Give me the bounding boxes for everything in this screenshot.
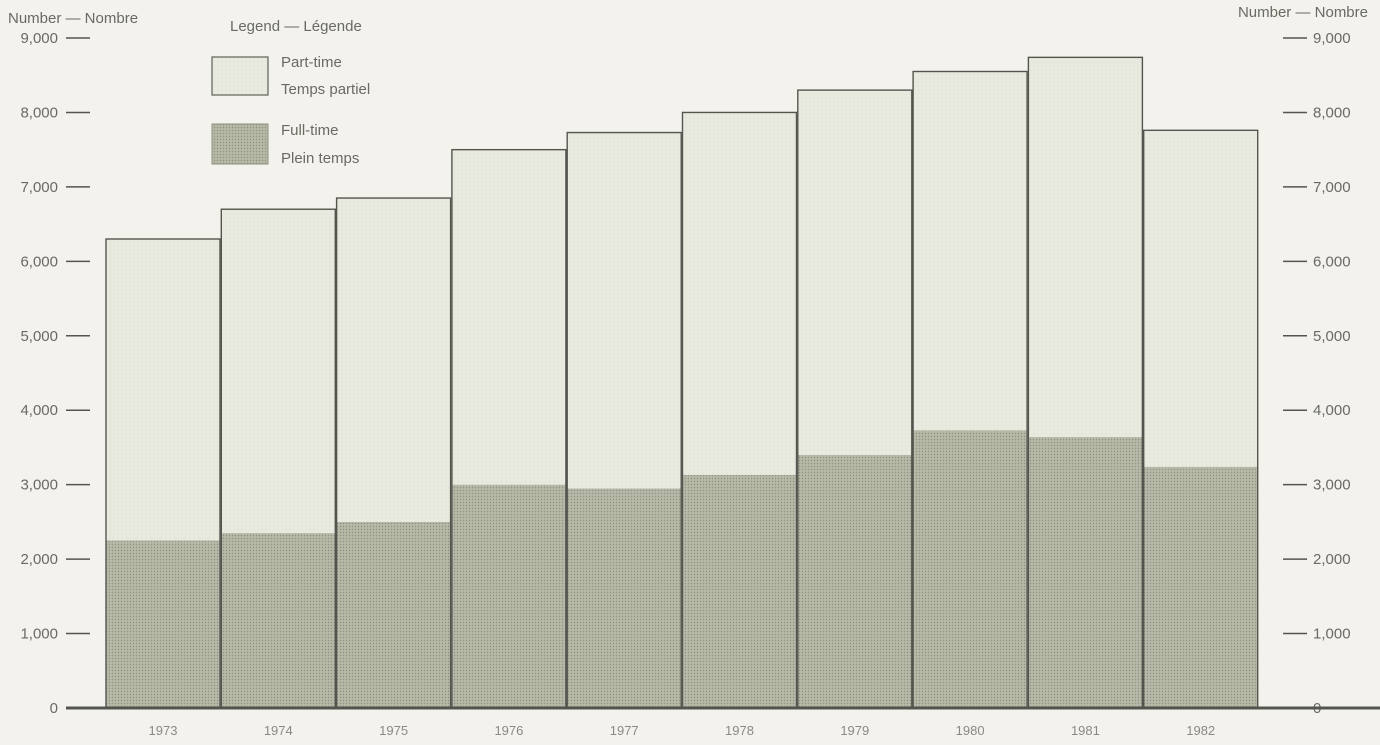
y-tick-label-right: 7,000 [1313,179,1351,196]
y-axis-left: 0 1,000 2,000 3,000 4,000 5,000 6,000 7,000 8,00… [20,30,90,717]
y-axis-right: 01,0002,0003,0004,0005,0006,0007,0008,00… [1283,30,1351,717]
bar-full-time [1028,437,1143,708]
bar-full-time [221,533,336,708]
y-tick-label-right: 5,000 [1313,328,1351,345]
legend-swatch-full-time [211,123,269,165]
bar-full-time [336,521,451,708]
bar-full-time [451,484,566,708]
bar-part-time [1143,130,1258,467]
bar-part-time [567,132,682,489]
x-tick-label: 1981 [1071,723,1100,738]
y-tick-label-left: 2,000 [20,551,58,568]
y-tick-label-right: 1,000 [1313,626,1351,643]
y-tick-label-left: 0 [50,700,58,717]
bar-part-time [913,71,1028,431]
y-tick-label-right: 3,000 [1313,477,1351,494]
x-tick-label: 1980 [956,723,985,738]
y-tick-label-left: 1,000 [20,626,58,643]
legend-swatch-part-time [211,56,269,96]
y-tick-label-left: 3,000 [20,477,58,494]
bar-part-time [336,198,451,522]
y-tick-label-right: 8,000 [1313,104,1351,121]
x-tick-label: 1974 [264,723,293,738]
bar-part-time [1028,57,1143,438]
legend-title: Legend — Légende [230,18,362,35]
x-tick-label: 1976 [494,723,523,738]
y-tick-label-right: 6,000 [1313,253,1351,270]
bar-part-time [221,209,336,534]
x-tick-label: 1975 [379,723,408,738]
y-axis-title-right: Number — Nombre [1238,4,1368,21]
y-tick-label-left: 4,000 [20,402,58,419]
legend-label-full-time: Full-time [281,122,339,139]
y-tick-label-left: 9,000 [20,30,58,47]
y-tick-label-left: 7,000 [20,179,58,196]
y-tick-label-right: 4,000 [1313,402,1351,419]
legend-label-part-time-fr: Temps partiel [281,81,370,98]
bars [105,56,1259,709]
legend-label-full-time-fr: Plein temps [281,150,359,167]
x-axis: 1973 1974 1975 1976 1977 1978 1979 1980 1981 1982 [149,723,1216,738]
bar-full-time [567,488,682,708]
bar-full-time [913,430,1028,708]
bar-full-time [682,474,797,708]
y-tick-label-right: 9,000 [1313,30,1351,47]
bar-part-time [797,90,912,455]
bar-full-time [797,454,912,708]
legend-label-part-time: Part-time [281,54,342,71]
x-tick-label: 1982 [1186,723,1215,738]
y-tick-label-left: 5,000 [20,328,58,345]
legend: Legend — Légende Part-time Temps partiel… [211,18,370,167]
y-tick-label-left: 8,000 [20,104,58,121]
x-tick-label: 1979 [840,723,869,738]
y-axis-title-left: Number — Nombre [8,10,138,27]
x-tick-label: 1977 [610,723,639,738]
bar-part-time [451,149,566,485]
bar-part-time [106,239,220,541]
bar-part-time [682,112,797,475]
bar-full-time [106,540,220,708]
x-tick-label: 1978 [725,723,754,738]
x-tick-label: 1973 [149,723,178,738]
y-tick-label-left: 6,000 [20,253,58,270]
bar-full-time [1143,466,1258,708]
y-tick-label-right: 2,000 [1313,551,1351,568]
